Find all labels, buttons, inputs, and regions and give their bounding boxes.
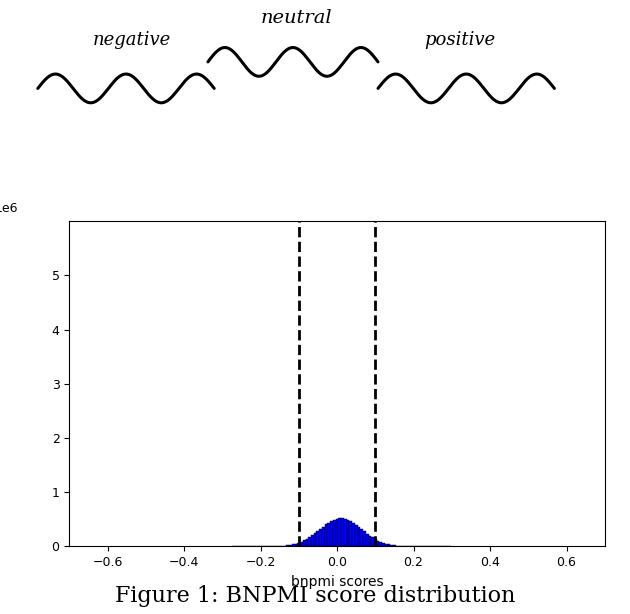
Text: positive: positive <box>425 31 495 49</box>
Bar <box>297 543 300 546</box>
Bar <box>314 533 316 546</box>
Bar <box>346 520 350 546</box>
Bar <box>369 535 371 546</box>
Text: 1e6: 1e6 <box>0 201 18 214</box>
Bar <box>319 529 322 546</box>
Bar <box>322 527 324 546</box>
Bar <box>363 531 366 546</box>
Bar <box>360 529 363 546</box>
Bar <box>371 537 374 546</box>
Bar <box>374 539 377 546</box>
Bar <box>393 545 396 546</box>
Bar <box>391 545 393 546</box>
Bar <box>379 542 382 546</box>
Bar <box>289 545 292 546</box>
Bar <box>311 535 314 546</box>
Bar <box>385 544 387 546</box>
Bar <box>287 545 289 546</box>
Bar <box>324 524 328 546</box>
Bar <box>382 543 385 546</box>
Bar <box>300 542 303 546</box>
Bar <box>344 519 346 546</box>
Text: neutral: neutral <box>260 9 332 26</box>
Bar <box>350 521 352 546</box>
Bar <box>341 518 344 546</box>
Text: negative: negative <box>93 31 171 49</box>
Bar <box>338 518 341 546</box>
Bar <box>336 519 338 546</box>
Text: Figure 1: BNPMI score distribution: Figure 1: BNPMI score distribution <box>115 585 515 607</box>
X-axis label: bnpmi scores: bnpmi scores <box>290 575 384 589</box>
Bar <box>352 523 355 546</box>
Bar <box>292 544 295 546</box>
Bar <box>295 543 297 546</box>
Bar <box>316 531 319 546</box>
Bar <box>308 537 311 546</box>
Bar <box>306 539 308 546</box>
Bar <box>303 540 306 546</box>
Bar <box>328 523 330 546</box>
Bar <box>355 525 358 546</box>
Bar <box>330 521 333 546</box>
Bar <box>377 540 379 546</box>
Bar <box>333 519 336 546</box>
Bar <box>366 534 369 546</box>
Bar <box>387 545 391 546</box>
Bar <box>358 527 360 546</box>
